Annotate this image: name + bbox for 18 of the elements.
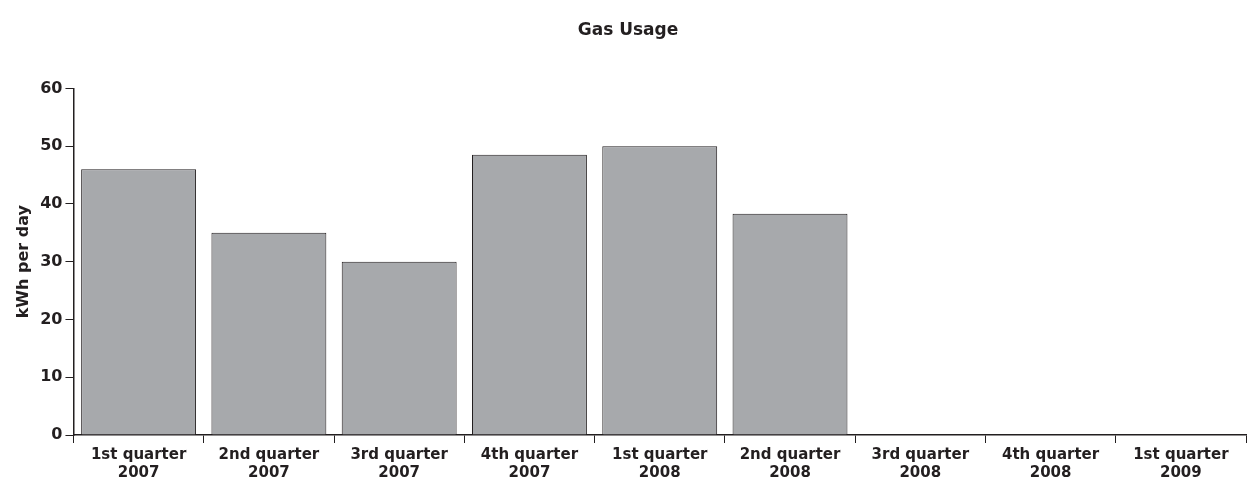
x-tick-label: 4th quarter 2008	[1001, 444, 1100, 481]
x-tick-label: 1st quarter 2007	[90, 444, 187, 481]
y-tick-label: 20	[40, 308, 63, 328]
y-axis-title: kWh per day	[12, 204, 32, 319]
y-tick-label: 0	[51, 424, 63, 444]
x-tick-label: 2nd quarter 2008	[739, 444, 841, 481]
x-tick-label: 1st quarter 2008	[612, 444, 709, 481]
y-tick-label: 10	[40, 366, 63, 386]
chart-title: Gas Usage	[577, 18, 679, 39]
x-tick-label: 1st quarter 2009	[1133, 444, 1230, 481]
x-tick-label: 2nd quarter 2007	[218, 444, 320, 481]
y-tick-label: 30	[40, 250, 63, 270]
y-tick-label: 60	[40, 77, 63, 97]
x-tick-label: 3rd quarter 2007	[350, 444, 449, 481]
y-tick-label: 40	[40, 193, 63, 213]
x-tick-label: 4th quarter 2007	[480, 444, 579, 481]
x-tick-label: 3rd quarter 2008	[871, 444, 970, 481]
y-tick-label: 50	[40, 135, 63, 155]
